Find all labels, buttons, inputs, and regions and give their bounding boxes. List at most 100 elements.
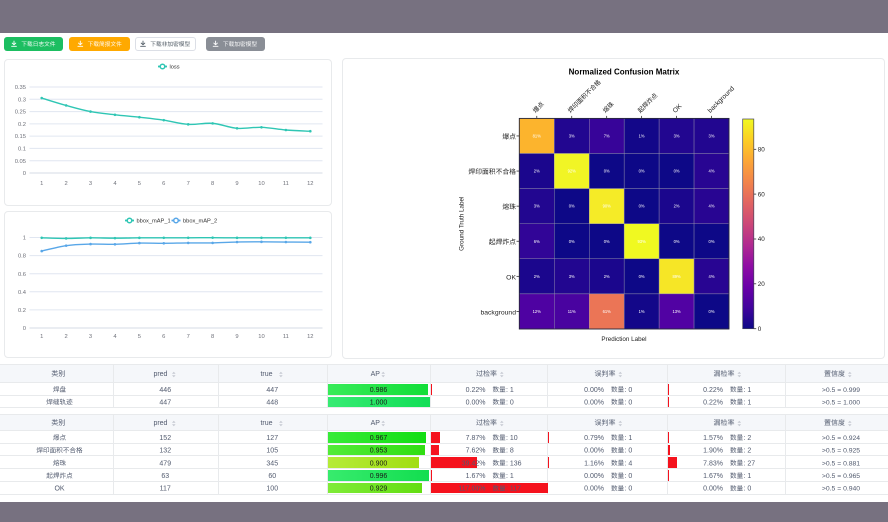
svg-text:40: 40 <box>758 236 766 243</box>
svg-text:bbox_mAP_1: bbox_mAP_1 <box>137 219 171 225</box>
svg-text:3%: 3% <box>534 204 540 209</box>
svg-text:10: 10 <box>258 334 264 340</box>
svg-text:12%: 12% <box>533 309 542 314</box>
svg-text:93%: 93% <box>638 239 647 244</box>
svg-text:1.16%: 1.16% <box>584 460 604 467</box>
svg-text:bbox_mAP_2: bbox_mAP_2 <box>183 219 217 225</box>
svg-text:0.986: 0.986 <box>370 387 388 394</box>
svg-text:0: 0 <box>758 326 762 333</box>
svg-text:0.22%: 0.22% <box>703 387 723 394</box>
svg-text:4%: 4% <box>709 274 715 279</box>
svg-text:0%: 0% <box>639 204 645 209</box>
svg-text:>0.5 = 0.965: >0.5 = 0.965 <box>822 473 860 480</box>
svg-text:>0.5 = 0.924: >0.5 = 0.924 <box>822 435 860 442</box>
svg-text:8: 8 <box>211 334 214 340</box>
svg-text:2%: 2% <box>604 274 610 279</box>
svg-text:0.22%: 0.22% <box>703 399 723 406</box>
svg-text:Normalized Confusion Matrix: Normalized Confusion Matrix <box>569 68 680 77</box>
svg-text:3: 3 <box>89 334 92 340</box>
svg-text:7%: 7% <box>604 133 610 138</box>
svg-text:7: 7 <box>187 181 190 187</box>
svg-text:1: 1 <box>40 334 43 340</box>
svg-text:: 0: : 0 <box>625 473 633 480</box>
svg-text:447: 447 <box>159 399 171 406</box>
svg-text:true: true <box>260 420 272 427</box>
svg-text:10: 10 <box>258 181 264 187</box>
svg-text:1%: 1% <box>639 133 645 138</box>
svg-text:3%: 3% <box>709 133 715 138</box>
svg-text:8: 8 <box>211 181 214 187</box>
svg-text:447: 447 <box>266 387 278 394</box>
svg-text:0.00%: 0.00% <box>584 473 604 480</box>
svg-text:11: 11 <box>283 181 289 187</box>
svg-text:0%: 0% <box>639 274 645 279</box>
svg-text:12: 12 <box>307 181 313 187</box>
svg-text:: 0: : 0 <box>625 387 633 394</box>
svg-text:2%: 2% <box>534 169 540 174</box>
svg-text:: 136: : 136 <box>506 460 522 467</box>
svg-text:117: 117 <box>160 486 171 493</box>
svg-text:AP: AP <box>371 420 381 427</box>
svg-text:4: 4 <box>113 334 117 340</box>
svg-text:4%: 4% <box>709 169 715 174</box>
svg-text:true: true <box>260 371 272 378</box>
svg-text:105: 105 <box>266 448 278 455</box>
svg-text:61%: 61% <box>603 309 612 314</box>
svg-text:11%: 11% <box>568 309 576 314</box>
svg-text:0.929: 0.929 <box>370 486 388 493</box>
svg-text:0.79%: 0.79% <box>584 435 604 442</box>
svg-text:pred: pred <box>153 371 167 378</box>
svg-text:60: 60 <box>758 191 766 198</box>
svg-text:0%: 0% <box>709 309 715 314</box>
svg-text:2%: 2% <box>674 204 680 209</box>
svg-text:5: 5 <box>138 334 141 340</box>
svg-text:60: 60 <box>268 473 276 480</box>
svg-text:0.05: 0.05 <box>15 159 26 165</box>
svg-text:0: 0 <box>23 326 26 332</box>
svg-text:>0.5 = 0.940: >0.5 = 0.940 <box>822 486 860 493</box>
svg-text:: 0: : 0 <box>744 486 752 493</box>
svg-text:81%: 81% <box>533 133 542 138</box>
svg-text:0.00%: 0.00% <box>703 486 723 493</box>
svg-text:2: 2 <box>65 334 68 340</box>
svg-text:0.2: 0.2 <box>18 122 26 128</box>
svg-text:0.00%: 0.00% <box>584 387 604 394</box>
svg-text:Ground Truth Label: Ground Truth Label <box>459 197 466 251</box>
svg-text:: 2: : 2 <box>744 448 752 455</box>
svg-text:80: 80 <box>758 147 766 154</box>
svg-text:9: 9 <box>235 334 238 340</box>
svg-text:90%: 90% <box>603 204 612 209</box>
svg-text:0: 0 <box>23 171 26 177</box>
svg-text:: 27: : 27 <box>744 460 756 467</box>
svg-text:: 1: : 1 <box>506 387 514 394</box>
svg-text:127: 127 <box>266 435 278 442</box>
svg-text:0%: 0% <box>604 239 610 244</box>
svg-text:92%: 92% <box>568 169 577 174</box>
svg-text:>0.5 = 1.000: >0.5 = 1.000 <box>822 399 860 406</box>
svg-text:2%: 2% <box>534 274 540 279</box>
svg-text:0.4: 0.4 <box>18 290 27 296</box>
svg-text:0%: 0% <box>569 239 575 244</box>
svg-text:1.67%: 1.67% <box>703 473 723 480</box>
svg-text:3%: 3% <box>569 133 575 138</box>
svg-text:0.953: 0.953 <box>370 448 388 455</box>
svg-text:0.15: 0.15 <box>15 134 26 140</box>
svg-text:132: 132 <box>159 448 171 455</box>
svg-text:0.996: 0.996 <box>370 473 388 480</box>
svg-text:: 117: : 117 <box>506 486 521 493</box>
svg-text:5: 5 <box>138 181 141 187</box>
svg-text:7.62%: 7.62% <box>466 448 486 455</box>
svg-text:0.900: 0.900 <box>370 460 388 467</box>
svg-text:3: 3 <box>89 181 92 187</box>
svg-text:0.8: 0.8 <box>18 254 26 260</box>
svg-text:100: 100 <box>266 486 278 493</box>
svg-text:: 1: : 1 <box>744 473 752 480</box>
svg-text:0%: 0% <box>709 239 715 244</box>
svg-text:0%: 0% <box>604 169 610 174</box>
svg-text:background: background <box>707 85 737 115</box>
svg-text:0.00%: 0.00% <box>584 399 604 406</box>
svg-text:1.67%: 1.67% <box>466 473 486 480</box>
svg-text:0.1: 0.1 <box>18 147 26 153</box>
svg-text:0%: 0% <box>674 239 680 244</box>
svg-text:: 1: : 1 <box>625 435 633 442</box>
